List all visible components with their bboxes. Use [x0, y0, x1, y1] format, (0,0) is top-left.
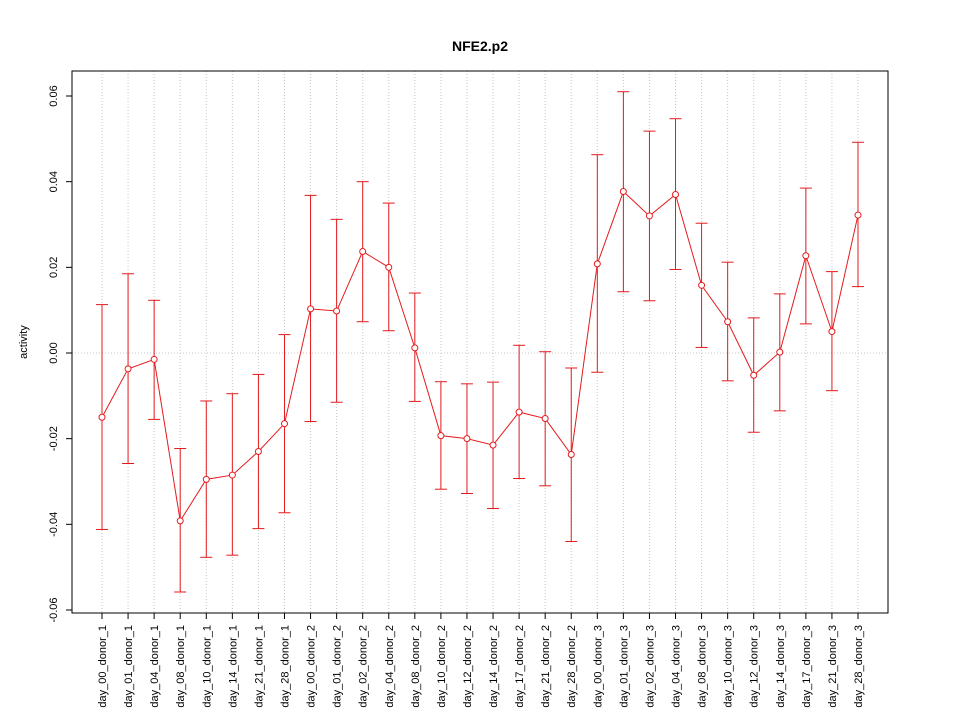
y-tick-label: 0.04	[48, 171, 60, 192]
data-point	[437, 432, 445, 440]
x-axis: day_00_donor_1 day_01_donor_1 day_04_donor…	[97, 612, 865, 708]
data-point	[672, 191, 680, 199]
data-point	[98, 413, 106, 421]
data-point	[280, 420, 288, 428]
data-point	[828, 328, 836, 336]
x-tick-label: day_10_donor_3	[723, 625, 735, 708]
data-point	[254, 448, 262, 456]
x-tick-label: day_04_donor_1	[149, 625, 161, 708]
x-tick-label: day_12_donor_3	[749, 625, 761, 708]
x-tick-label: day_21_donor_1	[253, 625, 265, 708]
data-series	[98, 188, 862, 525]
data-point	[750, 371, 758, 379]
plot-border	[71, 70, 889, 614]
y-axis: -0.06 -0.04 -0.02 0.00 0.02 0.04 0.06	[48, 85, 73, 623]
data-point	[541, 415, 549, 423]
data-point	[385, 263, 393, 271]
x-tick-label: day_14_donor_1	[227, 625, 239, 708]
x-tick-label: day_02_donor_2	[358, 625, 370, 708]
x-tick-label: day_04_donor_3	[671, 625, 683, 708]
x-tick-label: day_08_donor_3	[697, 625, 709, 708]
data-point	[307, 305, 315, 313]
data-point	[333, 307, 341, 315]
data-point	[202, 475, 210, 483]
data-point	[228, 471, 236, 479]
x-tick-label: day_17_donor_3	[801, 625, 813, 708]
x-tick-label: day_08_donor_1	[175, 625, 187, 708]
data-point	[698, 281, 706, 289]
data-point	[724, 318, 732, 326]
x-tick-label: day_21_donor_2	[540, 625, 552, 708]
x-tick-label: day_14_donor_2	[488, 625, 500, 708]
x-tick-label: day_12_donor_2	[462, 625, 474, 708]
x-tick-label: day_04_donor_2	[384, 625, 396, 708]
data-point	[489, 441, 497, 449]
x-tick-label: day_01_donor_1	[123, 625, 135, 708]
x-tick-label: day_00_donor_3	[592, 625, 604, 708]
y-tick-label: -0.02	[48, 426, 60, 451]
x-tick-label: day_00_donor_1	[97, 625, 109, 708]
data-point	[176, 517, 184, 525]
data-point	[411, 344, 419, 352]
data-point	[645, 212, 653, 220]
grid-lines	[72, 71, 888, 613]
series-line	[101, 190, 859, 523]
data-point	[567, 451, 575, 459]
x-tick-label: day_02_donor_3	[644, 625, 656, 708]
y-axis-label: activity	[18, 325, 30, 359]
x-tick-label: day_01_donor_2	[332, 625, 344, 708]
x-tick-label: day_10_donor_2	[436, 625, 448, 708]
data-point	[124, 365, 132, 373]
data-point	[593, 260, 601, 268]
data-point	[150, 355, 158, 363]
data-point	[802, 252, 810, 260]
x-tick-label: day_10_donor_1	[201, 625, 213, 708]
x-tick-label: day_00_donor_2	[306, 625, 318, 708]
data-point	[776, 348, 784, 356]
y-tick-label: 0.00	[48, 342, 60, 363]
x-tick-label: day_14_donor_3	[775, 625, 787, 708]
data-point	[515, 408, 523, 416]
x-tick-label: day_21_donor_3	[827, 625, 839, 708]
data-point	[854, 211, 862, 219]
chart-title: NFE2.p2	[452, 38, 508, 54]
x-tick-label: day_28_donor_2	[566, 625, 578, 708]
data-point	[619, 188, 627, 196]
x-tick-label: day_17_donor_2	[514, 625, 526, 708]
y-tick-label: -0.04	[48, 512, 60, 537]
error-bars	[96, 91, 864, 593]
y-tick-label: 0.02	[48, 257, 60, 278]
x-tick-label: day_01_donor_3	[618, 625, 630, 708]
x-tick-label: day_28_donor_1	[279, 625, 291, 708]
x-tick-label: day_08_donor_2	[410, 625, 422, 708]
y-tick-label: 0.06	[48, 85, 60, 106]
data-point	[463, 435, 471, 443]
data-point	[359, 247, 367, 255]
y-tick-label: -0.06	[48, 597, 60, 622]
x-tick-label: day_28_donor_3	[853, 625, 865, 708]
